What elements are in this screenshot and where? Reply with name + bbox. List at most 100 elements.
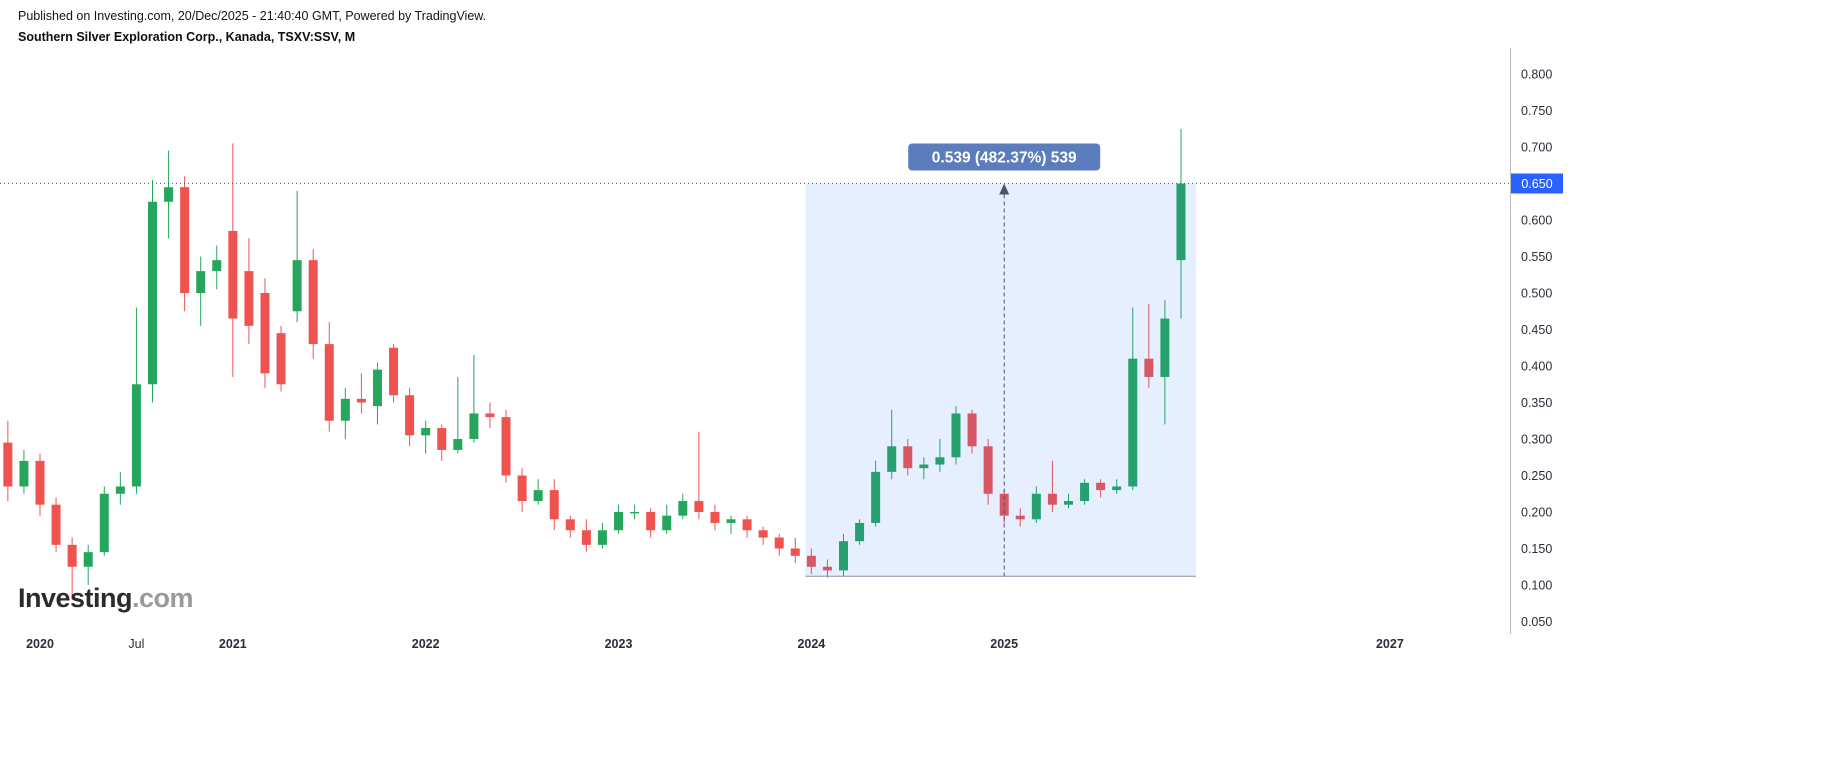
candle[interactable] — [806, 548, 816, 575]
candle[interactable] — [1112, 479, 1122, 494]
candle[interactable] — [758, 526, 768, 545]
candle[interactable] — [565, 515, 575, 538]
candle[interactable] — [469, 355, 479, 443]
published-line: Published on Investing.com, 20/Dec/2025 … — [18, 9, 487, 23]
candle[interactable] — [935, 439, 945, 472]
candle[interactable] — [694, 431, 704, 520]
candle[interactable] — [453, 376, 463, 454]
candle[interactable] — [147, 179, 157, 403]
candle[interactable] — [1176, 128, 1186, 319]
candle[interactable] — [614, 504, 624, 534]
candle[interactable] — [437, 424, 447, 461]
candle[interactable] — [662, 504, 672, 534]
x-tick-label: 2023 — [605, 637, 633, 651]
investing-logo: Investing.com — [18, 583, 194, 614]
candle[interactable] — [1096, 479, 1106, 498]
candle[interactable] — [421, 420, 431, 454]
candle[interactable] — [260, 278, 270, 388]
y-tick-label: 0.400 — [1521, 360, 1552, 374]
candle[interactable] — [1160, 300, 1170, 425]
candle[interactable] — [533, 479, 543, 505]
candle[interactable] — [774, 533, 784, 556]
candle[interactable] — [822, 559, 832, 578]
candle[interactable] — [951, 406, 961, 465]
candle[interactable] — [710, 504, 720, 531]
candle[interactable] — [887, 409, 897, 480]
candle[interactable] — [196, 256, 206, 326]
candle[interactable] — [1144, 303, 1154, 388]
candle[interactable] — [99, 486, 109, 556]
y-axis: 0.800 0.750 0.700 0.650 0.600 0.550 0.500 0.450… — [1510, 48, 1563, 634]
y-tick-label: 0.700 — [1521, 141, 1552, 155]
x-tick-label: Jul — [128, 637, 144, 651]
candle[interactable] — [1031, 486, 1041, 523]
price-axis-label: 0.650 — [1521, 177, 1552, 191]
candle[interactable] — [1063, 493, 1073, 509]
candle[interactable] — [726, 515, 736, 534]
x-tick-label: 2027 — [1376, 637, 1404, 651]
candle[interactable] — [308, 249, 318, 359]
candle[interactable] — [855, 519, 865, 545]
candle[interactable] — [581, 519, 591, 553]
candle[interactable] — [630, 504, 640, 520]
candle[interactable] — [356, 373, 366, 414]
candle[interactable] — [517, 468, 527, 512]
candle[interactable] — [372, 362, 382, 425]
candle[interactable] — [1015, 508, 1025, 527]
candle[interactable] — [244, 238, 254, 345]
candle[interactable] — [646, 508, 656, 538]
candle[interactable] — [790, 537, 800, 564]
y-tick-label: 0.500 — [1521, 287, 1552, 301]
candle[interactable] — [115, 471, 125, 505]
measure-badge — [908, 143, 1101, 171]
candle[interactable] — [983, 439, 993, 505]
candle[interactable] — [839, 533, 848, 577]
candle[interactable] — [389, 344, 399, 403]
y-tick-label: 0.600 — [1521, 214, 1552, 228]
y-tick-label: 0.350 — [1521, 396, 1552, 410]
x-tick-label: 2020 — [26, 637, 54, 651]
candle[interactable] — [549, 479, 559, 531]
candle[interactable] — [967, 409, 977, 454]
candle[interactable] — [871, 460, 881, 527]
candle[interactable] — [1128, 307, 1138, 491]
candle[interactable] — [67, 537, 77, 600]
candle[interactable] — [742, 515, 752, 538]
candle[interactable] — [35, 453, 45, 516]
candle[interactable] — [919, 457, 929, 480]
candle[interactable] — [276, 325, 286, 392]
measure-region[interactable]: 0.539 (482.37%) 539 — [805, 143, 1196, 577]
candle[interactable] — [1080, 479, 1090, 505]
candle[interactable] — [3, 420, 13, 502]
y-tick-label: 0.750 — [1521, 104, 1552, 118]
candle[interactable] — [131, 307, 141, 494]
candle[interactable] — [340, 387, 350, 439]
candle[interactable] — [83, 544, 93, 585]
candle[interactable] — [903, 439, 913, 476]
candle[interactable] — [51, 497, 61, 553]
candle[interactable] — [180, 176, 190, 312]
candle[interactable] — [164, 150, 174, 239]
price-axis-badge — [1511, 173, 1563, 194]
candle[interactable] — [292, 190, 302, 323]
candles-layer[interactable] — [3, 128, 1186, 600]
candle[interactable] — [228, 143, 238, 377]
candle[interactable] — [212, 245, 222, 290]
candle[interactable] — [485, 402, 495, 429]
y-tick-label: 0.100 — [1521, 579, 1552, 593]
y-tick-label: 0.300 — [1521, 433, 1552, 447]
candle[interactable] — [19, 449, 29, 494]
candle[interactable] — [597, 522, 607, 549]
x-tick-label: 2021 — [219, 637, 247, 651]
y-tick-label: 0.800 — [1521, 68, 1552, 82]
y-tick-label: 0.450 — [1521, 323, 1552, 337]
measure-label: 0.539 (482.37%) 539 — [932, 150, 1077, 167]
logo-suffix: .com — [132, 583, 194, 613]
candle[interactable] — [324, 322, 334, 432]
candle[interactable] — [678, 493, 688, 520]
candle[interactable] — [405, 387, 415, 447]
candle[interactable] — [501, 409, 511, 483]
candle[interactable] — [1047, 460, 1057, 512]
x-tick-label: 2022 — [412, 637, 440, 651]
